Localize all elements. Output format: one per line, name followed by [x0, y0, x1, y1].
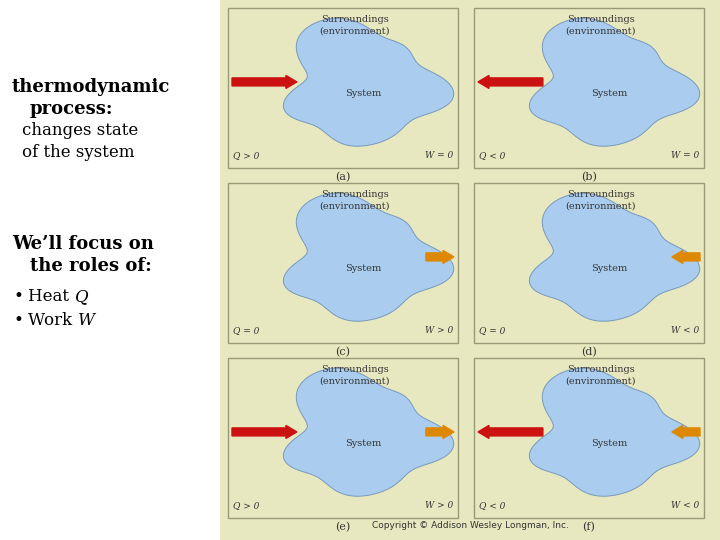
Polygon shape: [529, 193, 700, 321]
Text: Copyright © Addison Wesley Longman, Inc.: Copyright © Addison Wesley Longman, Inc.: [372, 521, 568, 530]
FancyBboxPatch shape: [228, 358, 458, 518]
FancyArrow shape: [426, 251, 454, 264]
FancyBboxPatch shape: [228, 8, 458, 168]
Text: (c): (c): [336, 347, 351, 357]
Text: (environment): (environment): [319, 202, 390, 211]
Text: System: System: [346, 264, 382, 273]
Text: W > 0: W > 0: [425, 501, 453, 510]
Text: (f): (f): [582, 522, 595, 532]
Text: process:: process:: [30, 100, 114, 118]
Text: Surroundings: Surroundings: [320, 15, 388, 24]
Text: •: •: [14, 288, 24, 305]
Text: Q > 0: Q > 0: [233, 151, 259, 160]
FancyBboxPatch shape: [228, 183, 458, 343]
FancyArrow shape: [232, 76, 297, 89]
Text: changes state: changes state: [22, 122, 138, 139]
Text: •: •: [14, 312, 24, 329]
FancyBboxPatch shape: [474, 183, 704, 343]
Text: of the system: of the system: [22, 144, 135, 161]
FancyBboxPatch shape: [474, 8, 704, 168]
Polygon shape: [284, 193, 454, 321]
Text: (environment): (environment): [565, 202, 636, 211]
FancyArrow shape: [672, 426, 700, 438]
FancyArrow shape: [478, 426, 543, 438]
Text: System: System: [591, 264, 628, 273]
FancyArrow shape: [672, 251, 700, 264]
Text: (b): (b): [581, 172, 597, 183]
Polygon shape: [529, 18, 700, 146]
Text: System: System: [346, 89, 382, 98]
Text: Heat: Heat: [28, 288, 74, 305]
Text: System: System: [591, 439, 628, 448]
FancyArrow shape: [426, 426, 454, 438]
Text: Surroundings: Surroundings: [567, 365, 634, 374]
Text: W > 0: W > 0: [425, 326, 453, 335]
Bar: [220, 0, 720, 540]
Text: Surroundings: Surroundings: [567, 15, 634, 24]
FancyArrow shape: [232, 426, 297, 438]
Text: Q = 0: Q = 0: [479, 326, 505, 335]
FancyArrow shape: [478, 76, 543, 89]
Text: System: System: [346, 439, 382, 448]
Text: We’ll focus on: We’ll focus on: [12, 235, 154, 253]
Text: Q = 0: Q = 0: [233, 326, 259, 335]
Polygon shape: [284, 18, 454, 146]
Text: System: System: [591, 89, 628, 98]
Text: Surroundings: Surroundings: [320, 190, 388, 199]
Text: W < 0: W < 0: [671, 501, 699, 510]
Text: Work: Work: [28, 312, 77, 329]
Text: W = 0: W = 0: [425, 151, 453, 160]
Text: the roles of:: the roles of:: [30, 257, 152, 275]
Text: (environment): (environment): [319, 27, 390, 36]
Text: W < 0: W < 0: [671, 326, 699, 335]
Text: W: W: [78, 312, 95, 329]
Polygon shape: [529, 368, 700, 496]
Text: (environment): (environment): [565, 377, 636, 386]
Text: (environment): (environment): [565, 27, 636, 36]
FancyBboxPatch shape: [474, 358, 704, 518]
Polygon shape: [284, 368, 454, 496]
Text: (a): (a): [336, 172, 351, 183]
Text: (e): (e): [336, 522, 351, 532]
Text: Q < 0: Q < 0: [479, 151, 505, 160]
Text: (environment): (environment): [319, 377, 390, 386]
Text: W = 0: W = 0: [671, 151, 699, 160]
Text: (d): (d): [581, 347, 597, 357]
Text: Surroundings: Surroundings: [320, 365, 388, 374]
Text: Q > 0: Q > 0: [233, 501, 259, 510]
Text: Surroundings: Surroundings: [567, 190, 634, 199]
Text: Q: Q: [75, 288, 89, 305]
Text: Q < 0: Q < 0: [479, 501, 505, 510]
Text: thermodynamic: thermodynamic: [12, 78, 171, 96]
